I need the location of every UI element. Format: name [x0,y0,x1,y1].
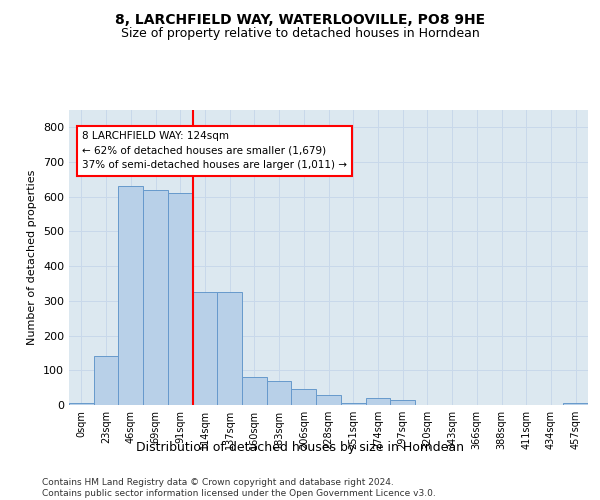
Text: 8 LARCHFIELD WAY: 124sqm
← 62% of detached houses are smaller (1,679)
37% of sem: 8 LARCHFIELD WAY: 124sqm ← 62% of detach… [82,131,347,170]
Bar [365,398,390,405]
Bar [168,194,193,405]
Bar [563,404,588,405]
Bar [118,186,143,405]
Y-axis label: Number of detached properties: Number of detached properties [28,170,37,345]
Bar [69,404,94,405]
Bar [292,390,316,405]
Text: Contains HM Land Registry data © Crown copyright and database right 2024.
Contai: Contains HM Land Registry data © Crown c… [42,478,436,498]
Text: Distribution of detached houses by size in Horndean: Distribution of detached houses by size … [136,441,464,454]
Bar [217,292,242,405]
Bar [242,377,267,405]
Bar [143,190,168,405]
Text: Size of property relative to detached houses in Horndean: Size of property relative to detached ho… [121,28,479,40]
Bar [316,394,341,405]
Bar [94,356,118,405]
Text: 8, LARCHFIELD WAY, WATERLOOVILLE, PO8 9HE: 8, LARCHFIELD WAY, WATERLOOVILLE, PO8 9H… [115,12,485,26]
Bar [390,400,415,405]
Bar [193,292,217,405]
Bar [267,380,292,405]
Bar [341,404,365,405]
